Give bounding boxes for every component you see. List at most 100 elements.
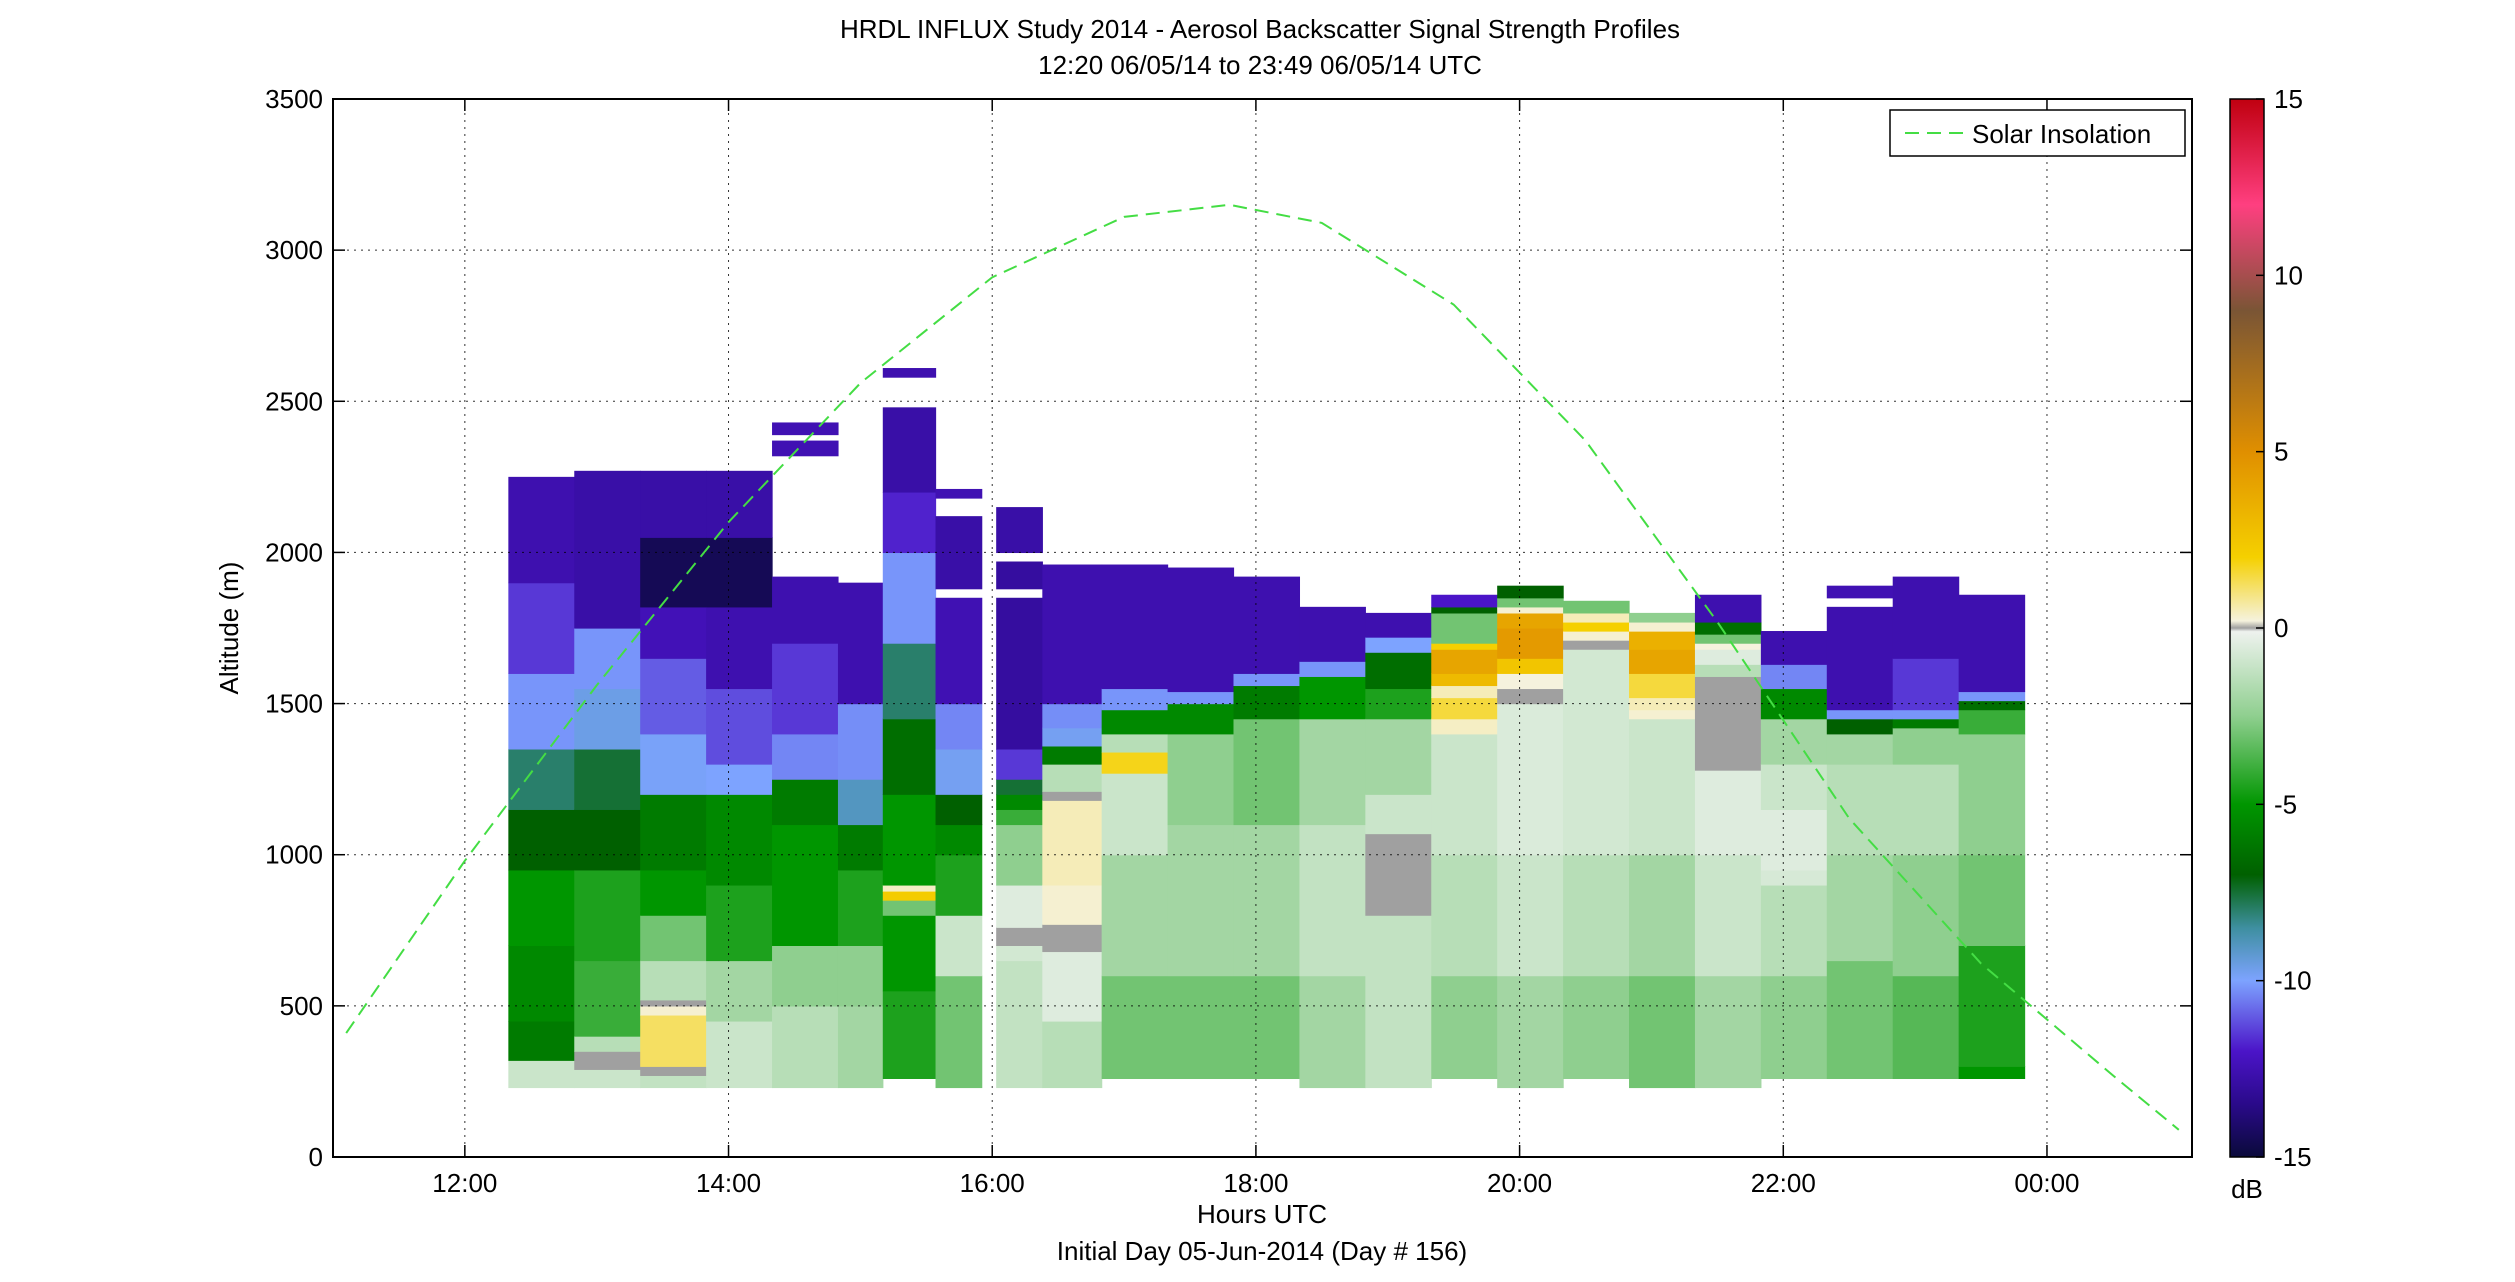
heatmap-cell (1431, 718, 1498, 735)
heatmap-cell (1365, 652, 1432, 690)
heatmap-cell (935, 703, 983, 750)
heatmap-cell (508, 1020, 575, 1061)
heatmap-cell (1629, 612, 1696, 623)
heatmap-cell (772, 422, 839, 436)
heatmap-cell (1892, 576, 1960, 659)
heatmap-cell (1167, 567, 1235, 693)
heatmap-cell (706, 764, 773, 795)
heatmap-cell (1431, 697, 1498, 720)
heatmap-cell (640, 960, 707, 1001)
heatmap-cell (1958, 945, 2026, 1067)
y-tick-label: 500 (280, 991, 323, 1021)
colorbar: -15 -10 -5 0 5 10 15 dB (2229, 84, 2312, 1204)
heatmap-cell (1167, 824, 1235, 977)
y-axis: 0 500 1000 1500 2000 2500 3000 3500 (265, 84, 2192, 1172)
heatmap-cell (1497, 585, 1564, 599)
heatmap-cell (772, 576, 839, 644)
heatmap-cell (574, 470, 641, 629)
heatmap-cell (996, 597, 1043, 750)
heatmap-cell (1694, 643, 1762, 650)
legend: Solar Insolation (1889, 109, 2186, 157)
heatmap-cell (508, 582, 575, 674)
heatmap-cell (574, 688, 641, 750)
heatmap-cell (1892, 658, 1960, 711)
heatmap-cell (1042, 564, 1103, 705)
heatmap-cell (1497, 597, 1564, 608)
heatmap-cell (640, 1014, 707, 1067)
heatmap-cell (1694, 975, 1762, 1089)
heatmap-cell (1563, 612, 1630, 623)
heatmap-cell (1167, 691, 1235, 705)
heatmap-cell (996, 748, 1043, 780)
heatmap-cell (1958, 594, 2026, 693)
heatmap-cell (1629, 621, 1696, 632)
heatmap-cell (1694, 854, 1762, 977)
heatmap-cell (640, 733, 707, 795)
y-axis-label: Altitude (m) (214, 562, 244, 695)
heatmap-cell (1497, 703, 1564, 856)
heatmap-cell (706, 960, 773, 1022)
heatmap-cell (1365, 833, 1432, 916)
heatmap-cell (1497, 673, 1564, 690)
heatmap-cell (706, 1020, 773, 1089)
heatmap-cell (882, 884, 937, 892)
heatmap-cell (1167, 733, 1235, 826)
heatmap-cell (882, 890, 937, 901)
heatmap-cell (1431, 594, 1498, 608)
heatmap-cell (1299, 661, 1366, 677)
heatmap-cell (508, 1060, 575, 1089)
heatmap-cell (1497, 628, 1564, 659)
heatmap-cell (640, 999, 707, 1007)
heatmap-cell (772, 824, 839, 946)
chart-title: HRDL INFLUX Study 2014 - Aerosol Backsca… (840, 14, 1680, 44)
colorbar-tick-label: -15 (2274, 1142, 2312, 1172)
heatmap-cell (706, 794, 773, 886)
heatmap-cell (1101, 751, 1169, 774)
colorbar-tick-label: -10 (2274, 966, 2312, 996)
heatmap-cell (1497, 606, 1564, 614)
grid-lines (333, 99, 2192, 1157)
heatmap-cell (1694, 770, 1762, 856)
heatmap-cell (935, 794, 983, 826)
heatmap-cell (1826, 854, 1894, 962)
heatmap-cell (1299, 676, 1366, 720)
heatmap-cell (1233, 718, 1301, 826)
heatmap-cell (1694, 664, 1762, 677)
heatmap-cell (1694, 634, 1762, 644)
heatmap-cell (1892, 975, 1960, 1080)
heatmap-cell (1892, 727, 1960, 765)
heatmap-cell (1892, 709, 1960, 720)
heatmap-cell (1497, 975, 1564, 1089)
heatmap-cell (1365, 637, 1432, 653)
heatmap-cell (1042, 884, 1103, 925)
heatmap-cell (1233, 685, 1301, 720)
heatmap-cell (1101, 709, 1169, 735)
heatmap-cell (882, 900, 937, 916)
heatmap-cell (882, 990, 937, 1079)
heatmap-cell (1042, 791, 1103, 801)
heatmap-cell (1365, 794, 1432, 835)
colorbar-tick-label: -5 (2274, 789, 2297, 819)
heatmap-cell (1042, 1020, 1103, 1089)
heatmap-cell (1365, 718, 1432, 795)
x-tick-label: 22:00 (1751, 1168, 1816, 1198)
heatmap-cell (706, 537, 773, 608)
heatmap-cell (837, 1005, 884, 1089)
heatmap-cell (837, 824, 884, 871)
heatmap-cell (1563, 649, 1630, 856)
heatmap-cell (574, 748, 641, 810)
y-tick-label: 2500 (265, 386, 323, 416)
heatmap-cell (996, 809, 1043, 826)
heatmap-cell (1431, 643, 1498, 650)
heatmap-cell (996, 561, 1043, 590)
heatmap-cell (1233, 576, 1301, 674)
heatmap-cell (1958, 1066, 2026, 1079)
heatmap-cell (640, 658, 707, 735)
heatmap-cell (882, 407, 937, 493)
heatmap-cell (882, 368, 937, 378)
heatmap-cell (574, 809, 641, 871)
heatmap-cell (1563, 600, 1630, 614)
heatmap-cell (935, 597, 983, 705)
